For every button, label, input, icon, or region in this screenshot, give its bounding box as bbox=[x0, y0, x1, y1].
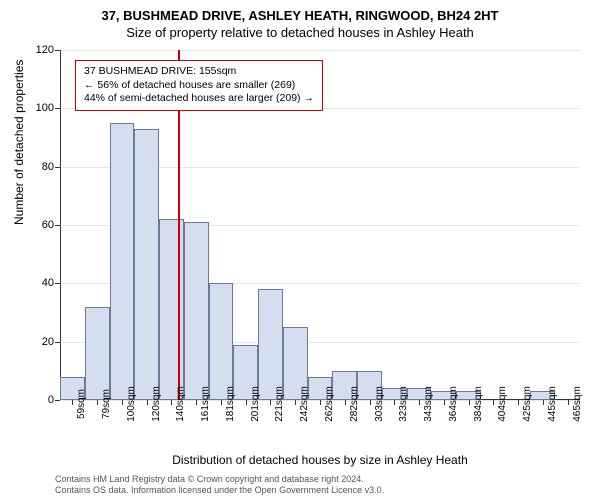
histogram-bar bbox=[110, 123, 135, 400]
y-tick-label: 20 bbox=[24, 336, 54, 348]
x-tick-mark bbox=[295, 400, 296, 405]
y-tick-mark bbox=[55, 50, 60, 51]
y-tick-mark bbox=[55, 108, 60, 109]
y-axis-label: Number of detached properties bbox=[12, 60, 26, 225]
x-tick-label: 465sqm bbox=[572, 386, 583, 422]
y-tick-label: 60 bbox=[24, 219, 54, 231]
x-axis-label: Distribution of detached houses by size … bbox=[60, 453, 580, 467]
x-tick-label: 100sqm bbox=[126, 386, 137, 422]
x-tick-mark bbox=[543, 400, 544, 405]
x-tick-label: 364sqm bbox=[448, 386, 459, 422]
x-tick-label: 404sqm bbox=[497, 386, 508, 422]
y-tick-label: 40 bbox=[24, 277, 54, 289]
x-tick-label: 242sqm bbox=[299, 386, 310, 422]
histogram-bar bbox=[85, 307, 110, 400]
footer-line2: Contains OS data. Information licensed u… bbox=[55, 485, 384, 496]
title-main: 37, BUSHMEAD DRIVE, ASHLEY HEATH, RINGWO… bbox=[0, 0, 600, 23]
histogram-bar bbox=[258, 289, 283, 400]
histogram-bar bbox=[159, 219, 184, 400]
annotation-line1: 37 BUSHMEAD DRIVE: 155sqm bbox=[84, 65, 314, 79]
x-tick-label: 161sqm bbox=[200, 386, 211, 422]
x-tick-mark bbox=[72, 400, 73, 405]
x-tick-label: 79sqm bbox=[101, 389, 112, 419]
x-tick-mark bbox=[221, 400, 222, 405]
x-tick-label: 384sqm bbox=[473, 386, 484, 422]
y-tick-mark bbox=[55, 225, 60, 226]
y-tick-mark bbox=[55, 167, 60, 168]
x-tick-mark bbox=[518, 400, 519, 405]
x-tick-label: 343sqm bbox=[423, 386, 434, 422]
x-tick-mark bbox=[493, 400, 494, 405]
x-tick-mark bbox=[196, 400, 197, 405]
footer-line1: Contains HM Land Registry data © Crown c… bbox=[55, 474, 384, 485]
x-tick-mark bbox=[568, 400, 569, 405]
x-tick-mark bbox=[122, 400, 123, 405]
y-tick-label: 80 bbox=[24, 161, 54, 173]
x-tick-label: 181sqm bbox=[225, 386, 236, 422]
x-tick-mark bbox=[345, 400, 346, 405]
x-tick-mark bbox=[444, 400, 445, 405]
x-tick-mark bbox=[171, 400, 172, 405]
y-tick-label: 100 bbox=[24, 102, 54, 114]
y-tick-mark bbox=[55, 400, 60, 401]
footer: Contains HM Land Registry data © Crown c… bbox=[55, 474, 384, 496]
x-tick-label: 140sqm bbox=[175, 386, 186, 422]
title-sub: Size of property relative to detached ho… bbox=[0, 23, 600, 40]
x-tick-label: 323sqm bbox=[398, 386, 409, 422]
x-tick-mark bbox=[246, 400, 247, 405]
histogram-bar bbox=[209, 283, 234, 400]
histogram-bar bbox=[134, 129, 159, 400]
x-tick-label: 262sqm bbox=[324, 386, 335, 422]
histogram-bar bbox=[184, 222, 209, 400]
x-tick-mark bbox=[320, 400, 321, 405]
x-tick-label: 201sqm bbox=[250, 386, 261, 422]
x-tick-mark bbox=[370, 400, 371, 405]
y-tick-label: 0 bbox=[24, 394, 54, 406]
y-tick-label: 120 bbox=[24, 44, 54, 56]
x-tick-label: 445sqm bbox=[547, 386, 558, 422]
x-tick-mark bbox=[270, 400, 271, 405]
x-tick-mark bbox=[394, 400, 395, 405]
x-tick-label: 303sqm bbox=[374, 386, 385, 422]
grid-line bbox=[60, 50, 580, 51]
annotation-line3: 44% of semi-detached houses are larger (… bbox=[84, 92, 314, 106]
y-tick-mark bbox=[55, 283, 60, 284]
chart-area: 020406080100120 59sqm79sqm100sqm120sqm14… bbox=[60, 50, 580, 400]
x-tick-mark bbox=[147, 400, 148, 405]
annotation-box: 37 BUSHMEAD DRIVE: 155sqm ← 56% of detac… bbox=[75, 60, 323, 111]
x-tick-mark bbox=[97, 400, 98, 405]
y-tick-mark bbox=[55, 342, 60, 343]
x-tick-label: 120sqm bbox=[151, 386, 162, 422]
x-tick-label: 425sqm bbox=[522, 386, 533, 422]
x-tick-mark bbox=[469, 400, 470, 405]
annotation-line2: ← 56% of detached houses are smaller (26… bbox=[84, 79, 314, 93]
x-tick-label: 221sqm bbox=[274, 386, 285, 422]
x-tick-label: 59sqm bbox=[76, 389, 87, 419]
x-tick-mark bbox=[419, 400, 420, 405]
x-tick-label: 282sqm bbox=[349, 386, 360, 422]
